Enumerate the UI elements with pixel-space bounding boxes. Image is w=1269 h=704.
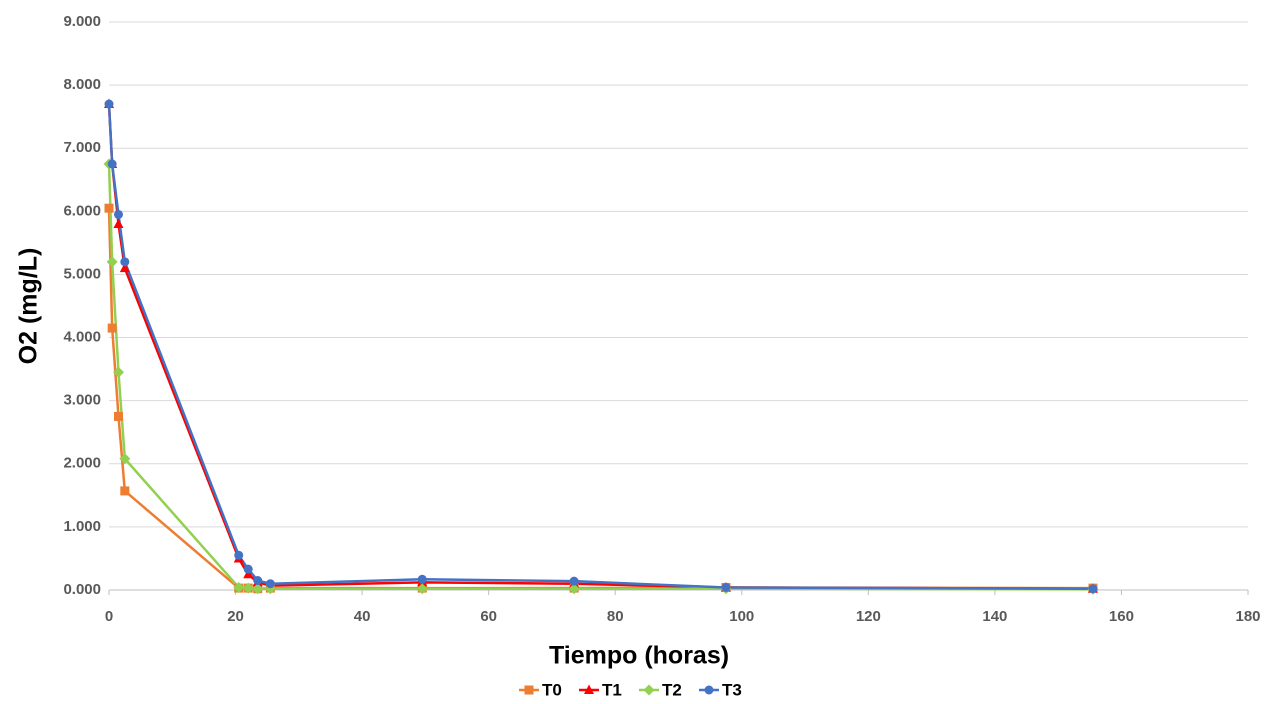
x-tick-label: 160 xyxy=(1109,608,1134,625)
y-tick-label: 6.000 xyxy=(63,202,101,219)
marker xyxy=(265,579,275,589)
legend-label: T3 xyxy=(722,680,742,699)
marker xyxy=(584,684,594,694)
y-tick-label: 5.000 xyxy=(63,265,101,282)
marker xyxy=(417,574,427,584)
y-tick-label: 3.000 xyxy=(63,392,101,409)
marker xyxy=(113,209,123,219)
marker xyxy=(113,411,123,421)
series-line xyxy=(107,163,1093,591)
marker xyxy=(104,99,114,109)
legend-label: T2 xyxy=(662,680,682,699)
x-axis-title: Tiempo (horas) xyxy=(549,642,729,670)
y-tick-label: 7.000 xyxy=(63,139,101,156)
marker xyxy=(704,685,714,695)
marker xyxy=(120,257,130,267)
x-tick-label: 40 xyxy=(354,608,371,625)
legend-label: T1 xyxy=(602,680,622,699)
y-tick-label: 0.000 xyxy=(63,581,101,598)
x-tick-label: 0 xyxy=(105,608,113,625)
marker xyxy=(643,684,655,696)
y-tick-label: 9.000 xyxy=(63,13,101,30)
marker xyxy=(107,159,117,169)
marker xyxy=(253,576,263,586)
marker xyxy=(112,366,124,378)
marker xyxy=(1088,584,1098,594)
x-tick-label: 120 xyxy=(856,608,881,625)
y-axis-title: O2 (mg/L) xyxy=(15,248,43,365)
x-tick-label: 180 xyxy=(1235,608,1260,625)
marker xyxy=(233,581,245,593)
series-line xyxy=(107,103,1093,590)
y-tick-label: 1.000 xyxy=(63,518,101,535)
marker xyxy=(416,583,428,595)
series-line xyxy=(107,103,1093,590)
y-tick-label: 2.000 xyxy=(63,455,101,472)
marker xyxy=(119,453,131,465)
marker xyxy=(721,582,731,592)
marker xyxy=(107,323,117,333)
marker xyxy=(120,486,130,496)
x-tick-label: 140 xyxy=(982,608,1007,625)
y-tick-label: 4.000 xyxy=(63,329,101,346)
x-tick-label: 100 xyxy=(729,608,754,625)
x-tick-label: 20 xyxy=(227,608,244,625)
marker xyxy=(524,685,534,695)
series-line xyxy=(107,208,1093,590)
legend-label: T0 xyxy=(542,680,562,699)
marker xyxy=(104,203,114,213)
marker xyxy=(119,262,130,273)
marker xyxy=(242,582,254,594)
marker xyxy=(234,550,244,560)
marker xyxy=(569,576,579,586)
x-tick-label: 80 xyxy=(607,608,624,625)
marker xyxy=(568,583,580,595)
x-tick-label: 60 xyxy=(480,608,497,625)
marker xyxy=(252,583,264,595)
marker xyxy=(243,564,253,574)
marker xyxy=(113,218,124,228)
y-tick-label: 8.000 xyxy=(63,76,101,93)
marker xyxy=(106,256,118,268)
